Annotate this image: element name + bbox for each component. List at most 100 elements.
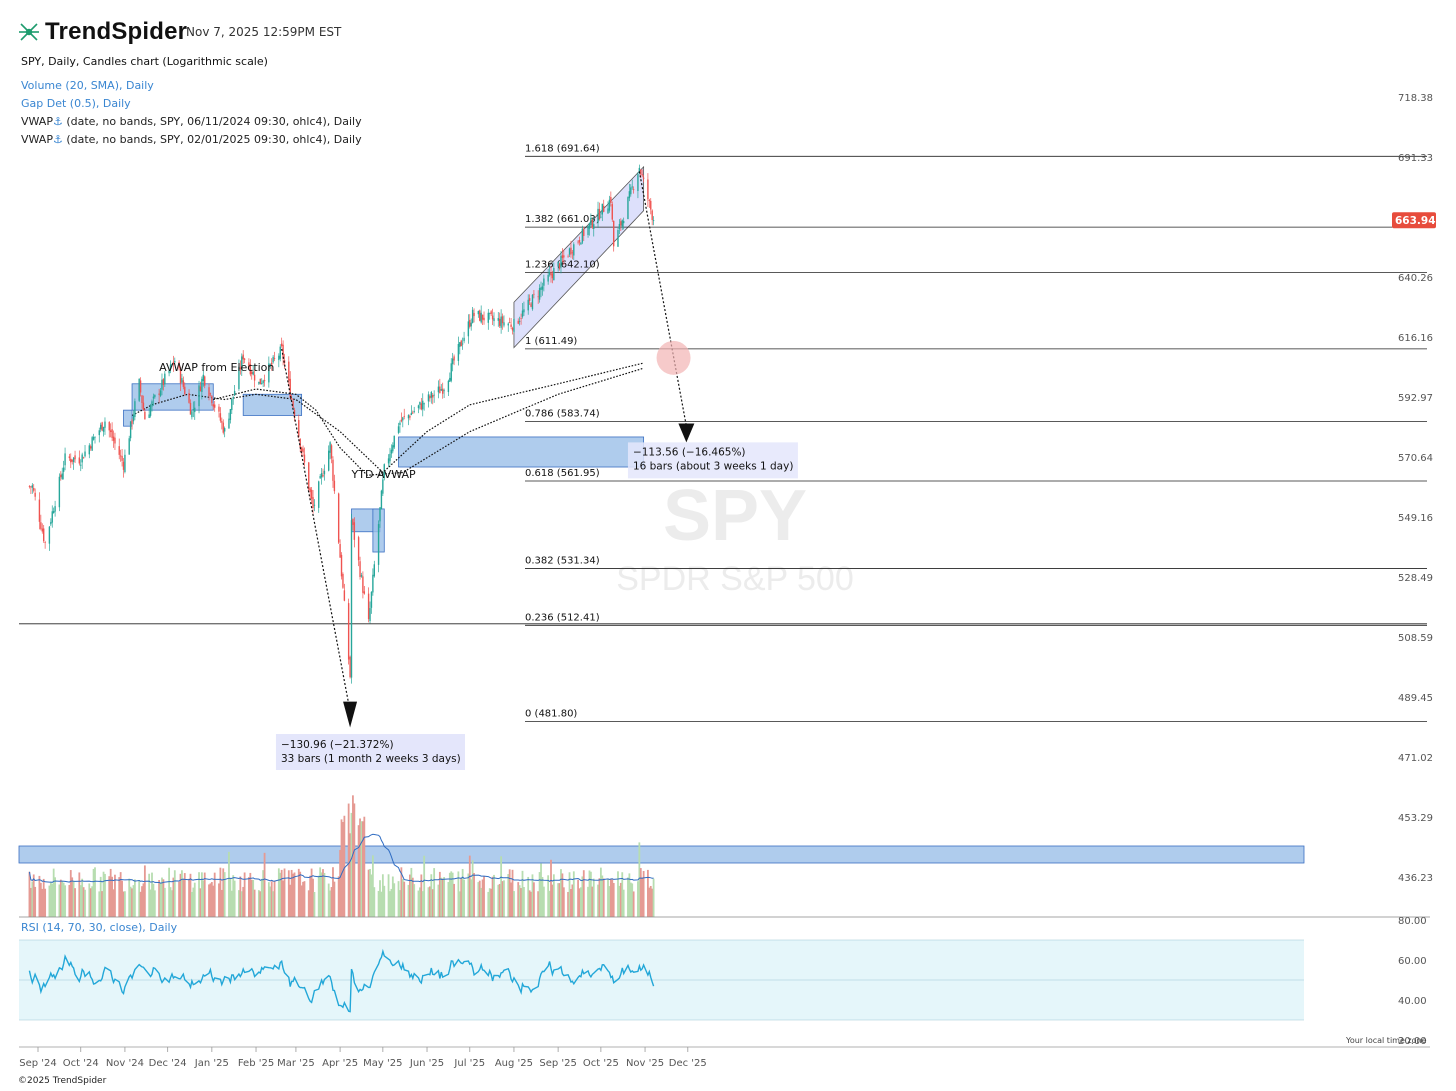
volume-bar <box>303 881 306 917</box>
candle-body <box>293 409 296 418</box>
candle-body <box>581 228 584 243</box>
volume-indicator-label[interactable]: Volume (20, SMA), Daily <box>21 79 154 92</box>
candle-body <box>259 378 261 385</box>
measure-line-down <box>281 348 351 712</box>
volume-bar <box>208 884 210 917</box>
candle-body <box>369 608 371 622</box>
vwap-name: VWAP <box>21 115 53 128</box>
trendspider-logo[interactable]: TrendSpider <box>18 18 187 46</box>
volume-bar <box>648 887 651 917</box>
volume-bar <box>533 882 535 917</box>
candle-body <box>638 167 641 173</box>
candle-body <box>328 450 330 471</box>
candle-body <box>650 200 652 210</box>
volume-bar <box>582 870 585 917</box>
volume-bar <box>218 883 220 917</box>
candle-body <box>477 311 480 315</box>
volume-bar <box>330 887 333 917</box>
vwap-indicator-label-1[interactable]: VWAP⚓ (date, no bands, SPY, 06/11/2024 0… <box>21 115 362 128</box>
volume-bar <box>521 870 524 917</box>
x-axis-label: Feb '25 <box>238 1058 274 1069</box>
fib-level-label: 1.618 (691.64) <box>525 143 600 154</box>
candle-body <box>419 401 421 405</box>
candle-body <box>367 593 370 620</box>
volume-bar <box>381 874 384 917</box>
candle-body <box>641 174 643 176</box>
candle-body <box>440 389 442 391</box>
candle-body <box>400 419 403 422</box>
volume-bar <box>181 870 183 917</box>
candle-body <box>82 457 85 459</box>
volume-bar <box>353 803 356 917</box>
volume-bar <box>403 881 406 917</box>
volume-bar <box>302 881 304 917</box>
volume-bar <box>68 884 71 917</box>
volume-bar <box>61 880 64 917</box>
candle-body <box>290 397 293 400</box>
volume-bar <box>151 872 153 917</box>
candle-body <box>30 486 32 488</box>
volume-bar <box>220 889 223 917</box>
volume-bar <box>263 852 266 917</box>
candle-body <box>41 528 43 532</box>
volume-bar <box>230 890 233 917</box>
candle-body <box>252 371 254 375</box>
volume-bar <box>178 881 180 917</box>
x-axis-label: May '25 <box>363 1058 402 1069</box>
volume-bar <box>203 872 206 917</box>
candle-body <box>538 288 541 300</box>
volume-bar <box>399 890 401 917</box>
candle-body <box>253 374 256 381</box>
candle-body <box>194 407 196 413</box>
spider-icon <box>19 23 39 41</box>
volume-bar <box>560 869 562 917</box>
candle-body <box>350 520 353 678</box>
vwap-indicator-label-2[interactable]: VWAP⚓ (date, no bands, SPY, 02/01/2025 0… <box>21 133 362 146</box>
candle-body <box>412 412 414 414</box>
candle-body <box>38 499 41 522</box>
volume-bar <box>443 877 446 917</box>
volume-bar <box>128 878 131 917</box>
candle-body <box>480 312 482 323</box>
candle-body <box>537 296 539 298</box>
volume-bar <box>272 891 275 917</box>
fib-level-label: 1.236 (642.10) <box>525 260 600 271</box>
candle-body <box>342 574 344 588</box>
volume-bar <box>629 882 632 917</box>
volume-bar <box>58 884 61 917</box>
candle-body <box>134 401 136 418</box>
candle-body <box>299 438 301 448</box>
volume-bar <box>152 883 155 917</box>
x-axis-label: Mar '25 <box>277 1058 315 1069</box>
volume-bar <box>490 888 493 917</box>
volume-bar <box>437 884 440 917</box>
gap-detector-label[interactable]: Gap Det (0.5), Daily <box>21 97 131 110</box>
volume-bar <box>340 819 343 917</box>
volume-bar <box>212 885 215 917</box>
volume-bar <box>253 889 256 917</box>
candle-body <box>272 356 274 363</box>
candle-body <box>443 390 445 392</box>
volume-bar <box>587 886 589 917</box>
candle-body <box>610 197 612 203</box>
volume-bar <box>390 888 393 917</box>
candle-body <box>50 521 52 525</box>
candle-body <box>473 312 475 317</box>
fib-level-label: 0.236 (512.41) <box>525 612 600 623</box>
volume-bar <box>279 872 282 917</box>
candle-body <box>489 312 491 314</box>
candle-body <box>269 364 271 367</box>
candle-body <box>208 387 210 397</box>
volume-bar <box>99 876 102 917</box>
volume-bar <box>270 881 273 917</box>
volume-bar <box>122 891 125 917</box>
candle-body <box>580 242 582 245</box>
volume-bar <box>423 855 426 917</box>
volume-bar <box>101 891 104 917</box>
candle-body <box>279 346 281 359</box>
candle-body <box>389 453 391 462</box>
volume-bar <box>352 795 354 917</box>
candle-body <box>587 226 589 235</box>
volume-bar <box>228 851 230 917</box>
